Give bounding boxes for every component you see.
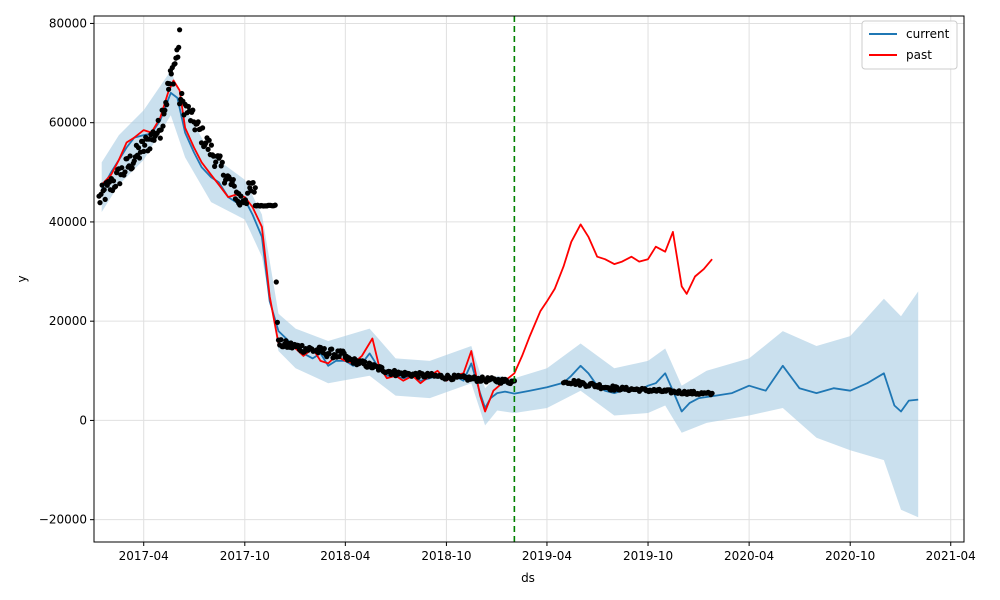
observation-point <box>110 178 117 184</box>
legend: current past <box>861 20 958 70</box>
observation-point <box>155 117 161 123</box>
observation-point <box>212 163 218 169</box>
observation-point <box>177 27 183 33</box>
observation-point <box>362 359 368 365</box>
y-tick-label: 20000 <box>49 314 87 328</box>
observation-point <box>140 138 146 144</box>
observation-point <box>142 142 148 148</box>
uncertainty-band <box>101 70 919 518</box>
legend-label-current: current <box>906 27 950 41</box>
observation-point <box>176 44 182 51</box>
x-tick-label: 2019-10 <box>623 549 673 563</box>
observation-point <box>166 81 173 87</box>
observation-point <box>119 165 125 171</box>
observation-point <box>415 374 421 380</box>
x-tick-label: 2020-10 <box>825 549 875 563</box>
observation-point <box>135 145 142 151</box>
observation-point <box>326 351 332 357</box>
x-axis-ticks: 2017-04 2017-10 2018-04 2018-10 2019-04 2019-… <box>119 542 976 563</box>
observation-point <box>238 193 244 199</box>
observation-point <box>231 183 237 189</box>
observation-point <box>99 182 105 188</box>
observation-point <box>206 137 212 143</box>
observation-point <box>251 189 257 195</box>
observation-point <box>205 146 211 152</box>
observation-point <box>160 123 166 129</box>
observation-point <box>172 61 178 67</box>
observation-point <box>147 146 153 152</box>
observation-point <box>243 200 250 207</box>
x-tick-label: 2021-04 <box>926 549 976 563</box>
observation-point <box>273 279 279 285</box>
x-tick-label: 2018-04 <box>320 549 370 563</box>
observation-point <box>295 342 301 349</box>
observation-point <box>117 181 123 187</box>
observation-point <box>141 148 147 154</box>
observation-point <box>162 107 168 113</box>
observation-point <box>321 346 327 352</box>
uncertainty-area <box>101 70 919 518</box>
x-tick-label: 2017-10 <box>220 549 270 563</box>
x-tick-label: 2019-04 <box>522 549 572 563</box>
observation-point <box>136 155 143 161</box>
observation-point <box>219 159 225 165</box>
observation-point <box>190 107 196 113</box>
observed-points <box>96 27 715 398</box>
observation-point <box>299 342 305 349</box>
observation-point <box>192 127 198 133</box>
observation-point <box>131 158 137 164</box>
observation-point <box>274 319 280 325</box>
observation-point <box>179 90 185 97</box>
observation-point <box>208 142 214 148</box>
observation-point <box>170 81 176 87</box>
x-axis-label: ds <box>521 571 535 585</box>
observation-point <box>272 202 278 208</box>
observation-point <box>185 103 191 110</box>
observation-point <box>230 177 236 183</box>
observation-point <box>329 346 335 352</box>
observation-point <box>101 187 107 193</box>
observation-point <box>122 169 128 175</box>
observation-point <box>157 135 163 141</box>
observation-point <box>127 153 133 159</box>
y-tick-label: 60000 <box>49 116 87 130</box>
observation-point <box>113 183 119 189</box>
observation-point <box>168 71 174 77</box>
plot-frame <box>93 15 965 543</box>
y-axis-label: y <box>15 275 29 282</box>
observation-point <box>97 200 103 206</box>
y-tick-label: 0 <box>79 413 87 427</box>
observation-point <box>175 54 181 60</box>
observation-point <box>250 180 256 186</box>
y-tick-label: −20000 <box>39 513 87 527</box>
y-tick-label: 80000 <box>49 16 87 30</box>
x-tick-label: 2020-04 <box>724 549 774 563</box>
observation-point <box>151 137 157 143</box>
observation-point <box>164 102 170 108</box>
y-tick-label: 40000 <box>49 215 87 229</box>
observation-point <box>166 86 172 92</box>
x-tick-label: 2018-10 <box>421 549 471 563</box>
observation-point <box>102 196 108 202</box>
x-tick-label: 2017-04 <box>119 549 169 563</box>
observation-point <box>129 165 135 171</box>
observation-point <box>200 125 206 131</box>
legend-label-past: past <box>906 48 932 62</box>
observation-point <box>709 390 715 396</box>
observation-point <box>213 159 219 165</box>
observation-point <box>217 153 223 159</box>
observation-point <box>195 119 201 125</box>
observation-point <box>252 185 258 191</box>
series-line-past <box>101 79 713 413</box>
observation-point <box>278 337 284 343</box>
y-axis-ticks: −20000 0 20000 40000 60000 80000 <box>39 16 94 527</box>
